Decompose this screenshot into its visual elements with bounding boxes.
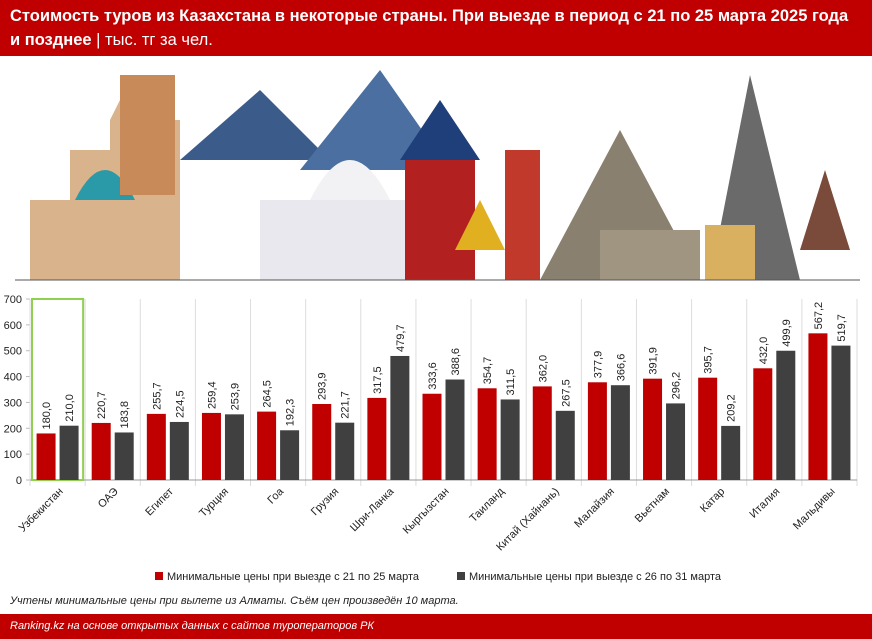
data-label: 354,7 [482, 357, 494, 385]
data-label: 567,2 [813, 302, 825, 330]
bar [555, 410, 575, 480]
data-label: 221,7 [340, 391, 352, 419]
bar [257, 411, 277, 480]
x-tick-label: Гоа [265, 485, 286, 506]
data-label: 366,6 [615, 354, 627, 382]
bar [831, 345, 851, 480]
data-label: 317,5 [372, 366, 384, 394]
data-label: 259,4 [206, 381, 218, 409]
bar [753, 368, 773, 480]
x-tick-label: Вьетнам [633, 486, 672, 525]
bar [808, 333, 828, 480]
data-label: 311,5 [505, 369, 517, 396]
bar [776, 350, 796, 480]
data-label: 192,3 [285, 399, 297, 427]
bar [390, 355, 410, 480]
data-label: 432,0 [758, 337, 770, 365]
x-tick-label: ОАЭ [96, 486, 121, 511]
data-label: 333,6 [427, 362, 439, 390]
x-tick-label: Грузия [309, 486, 342, 519]
x-tick-label: Турция [197, 486, 231, 520]
data-label: 220,7 [96, 391, 108, 419]
data-label: 519,7 [836, 314, 848, 342]
bar [477, 388, 497, 480]
data-label: 377,9 [592, 351, 604, 379]
x-tick-label: Кыргызстан [401, 486, 452, 537]
chart: 0 100 200 300 400 500 600 700 Узбекистан 180,0 210… [4, 70, 860, 583]
data-label: 395,7 [703, 346, 715, 374]
y-tick-label: 600 [4, 320, 22, 332]
x-tick-label: Мальдивы [791, 486, 838, 533]
x-tick-label: Катар [698, 486, 727, 515]
y-tick-label: 100 [4, 449, 22, 461]
chart-subtitle: тыс. тг за чел. [105, 31, 213, 49]
bar [59, 425, 79, 480]
note: Учтены минимальные цены при вылете из Ал… [10, 595, 459, 607]
data-label: 293,9 [317, 372, 329, 400]
bar [666, 403, 686, 480]
skyline-illustration [15, 70, 860, 281]
bar [587, 382, 607, 480]
x-tick-label: Таиланд [467, 485, 507, 525]
bar [201, 412, 221, 480]
bar [367, 397, 387, 480]
bar [335, 422, 355, 480]
data-label: 391,9 [648, 347, 660, 375]
bar [422, 393, 442, 480]
y-tick-label: 500 [4, 346, 22, 358]
bar [224, 414, 244, 480]
data-label: 210,0 [64, 394, 76, 422]
bar [445, 379, 465, 480]
highlight-box [31, 298, 85, 481]
bar [280, 430, 300, 480]
data-label: 253,9 [229, 383, 241, 411]
data-label: 479,7 [395, 324, 407, 352]
bar [91, 422, 111, 480]
x-tick-label: Узбекистан [17, 486, 66, 535]
x-tick-label: Шри-Ланка [348, 485, 397, 534]
source: Ranking.kz на основе открытых данных с с… [0, 614, 872, 639]
data-label: 255,7 [151, 382, 163, 410]
y-tick-label: 700 [4, 294, 22, 306]
legend-swatch [457, 572, 465, 580]
data-label: 180,0 [41, 402, 53, 430]
data-label: 224,5 [174, 390, 186, 418]
bar [643, 378, 663, 480]
bar [698, 377, 718, 480]
data-label: 296,2 [671, 372, 683, 400]
x-tick-label: Малайзия [572, 486, 617, 531]
legend-label: Минимальные цены при выезде с 26 по 31 м… [469, 571, 722, 583]
y-tick-label: 200 [4, 423, 22, 435]
data-label: 362,0 [537, 355, 549, 383]
bar [114, 432, 134, 480]
legend-label: Минимальные цены при выезде с 21 по 25 м… [167, 571, 420, 583]
bar [169, 421, 189, 480]
legend-swatch [155, 572, 163, 580]
y-tick-label: 400 [4, 372, 22, 384]
bar [721, 425, 741, 480]
data-label: 267,5 [560, 379, 572, 407]
chart-title: Стоимость туров из Казахстана в некоторы… [10, 7, 849, 49]
data-label: 183,8 [119, 401, 131, 429]
y-tick-label: 300 [4, 397, 22, 409]
x-tick-label: Италия [747, 486, 782, 521]
bar [312, 404, 332, 480]
y-tick-label: 0 [16, 475, 22, 487]
header: Стоимость туров из Казахстана в некоторы… [0, 0, 872, 56]
bar [36, 433, 56, 480]
bar [146, 413, 166, 480]
bar [500, 399, 520, 480]
bar [532, 386, 552, 480]
data-label: 499,9 [781, 319, 793, 347]
bar [610, 385, 630, 480]
data-label: 264,5 [262, 380, 274, 408]
x-tick-label: Египет [143, 486, 176, 519]
data-label: 209,2 [726, 394, 738, 422]
data-label: 388,6 [450, 348, 462, 376]
